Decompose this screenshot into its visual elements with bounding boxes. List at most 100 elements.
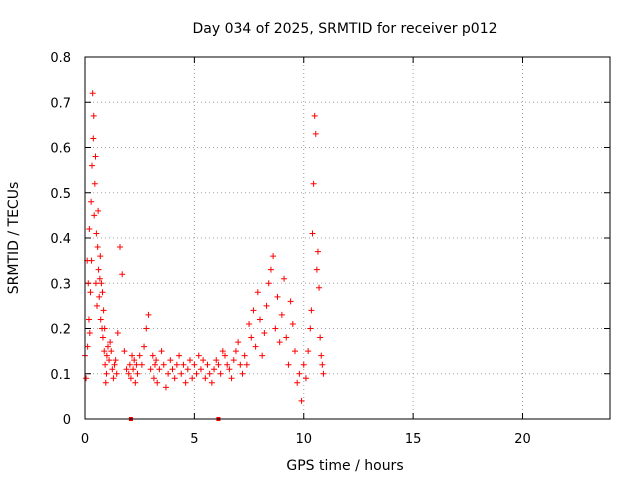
x-tick-label: 15 [405,432,422,447]
data-point [127,375,134,382]
y-axis-label: SRMTID / TECUs [6,182,22,295]
data-point [224,361,231,368]
data-point [97,316,104,323]
data-point [316,284,323,291]
data-point [237,361,244,368]
data-point [88,257,95,264]
data-point [87,289,94,296]
data-point [219,348,226,355]
axis-ticks: 0 0.1 0.2 0.3 0.4 0.5 0.6 0.7 0.8 0 5 10 15 20 [50,51,610,447]
data-point [145,311,152,318]
data-point [133,361,140,368]
data-point [89,162,95,169]
data-point [208,379,215,386]
data-point [104,343,111,350]
data-point [130,366,137,373]
data-point [213,357,220,364]
data-point [232,348,239,355]
y-tick-label: 0.1 [50,368,71,383]
y-tick-label: 0 [63,413,71,428]
data-point [230,357,237,364]
y-tick-label: 0.3 [50,277,71,292]
data-point [169,366,176,373]
data-point [100,307,107,314]
y-tick-label: 0.5 [50,187,71,202]
data-point [270,253,277,260]
data-point [86,225,93,232]
data-point [97,253,104,260]
x-tick-label: 10 [295,432,312,447]
data-point [294,379,301,386]
data-point [95,266,102,273]
data-point [265,280,272,287]
data-point [95,207,102,214]
data-point [147,366,154,373]
data-point [150,375,157,382]
data-points [82,90,327,404]
data-point [152,361,158,368]
data-point [96,293,103,300]
data-point [149,352,156,359]
data-point [195,352,202,359]
data-point [98,280,105,287]
data-point [102,379,109,386]
data-point [226,366,233,373]
data-point [83,375,90,382]
data-point [121,348,128,355]
data-point [257,316,263,323]
data-point [102,361,109,368]
data-point [241,352,248,359]
data-point [191,361,198,368]
y-tick-label: 0.4 [50,232,71,247]
data-point [93,230,100,237]
data-point [85,280,92,287]
data-point [176,352,183,359]
data-point [165,370,172,377]
data-point [259,352,266,359]
data-point [103,352,110,359]
data-point [134,370,141,377]
data-point [86,330,93,337]
data-point [274,293,281,300]
data-point [158,348,165,355]
data-point [276,339,283,346]
data-point [296,370,303,377]
data-point [248,334,255,341]
y-tick-label: 0.6 [50,142,71,157]
data-point [246,320,253,327]
grid-lines [85,57,610,419]
data-point [250,307,257,314]
data-point [123,366,130,373]
data-point [317,334,324,341]
data-point [187,357,193,364]
data-point [110,375,117,382]
data-point [111,361,118,368]
data-point [309,230,316,237]
data-point [228,375,235,382]
data-point [311,112,318,119]
data-point [101,348,108,355]
data-point [153,357,160,364]
plot-frame [84,56,611,420]
data-point [312,130,319,137]
data-point [204,361,211,368]
data-point [193,370,200,377]
data-point [154,379,161,386]
data-point [143,325,150,332]
x-axis-label: GPS time / hours [286,458,403,474]
data-point [94,244,101,251]
y-tick-label: 0.2 [50,323,71,338]
data-point [117,244,123,251]
data-point [103,370,110,377]
data-point [197,366,204,373]
y-tick-label: 0.8 [50,51,71,66]
data-point [109,366,116,373]
y-tick-label: 0.7 [50,96,71,111]
data-point [85,316,92,323]
data-point [320,370,327,377]
data-point [308,307,315,314]
data-point [215,361,222,368]
data-point [200,357,207,364]
data-point [88,198,95,205]
data-point [91,180,98,187]
